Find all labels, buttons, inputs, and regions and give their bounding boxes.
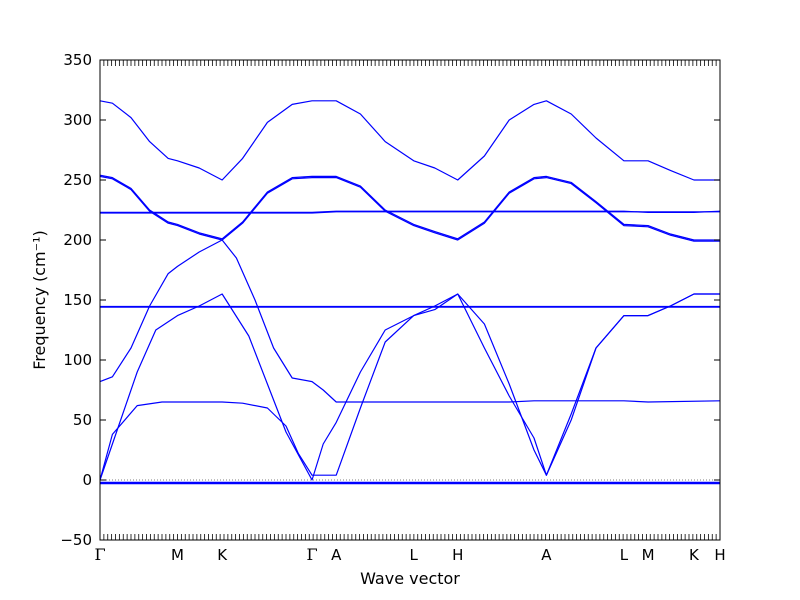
x-tick-label: Γ — [306, 545, 317, 564]
x-tick-label: K — [689, 546, 700, 564]
x-tick-label: L — [410, 546, 419, 564]
y-tick-label: 50 — [73, 411, 92, 429]
y-ticks: −50 0 50 100 150 200 250 300 350 — [60, 51, 720, 549]
band-line-3 — [99, 293, 720, 481]
x-tick-label: H — [452, 546, 463, 564]
band-line-10 — [99, 175, 720, 242]
y-axis-title: Frequency (cm⁻¹) — [30, 230, 49, 369]
band-line-8 — [100, 211, 720, 214]
x-tick-label: A — [331, 546, 342, 564]
x-tick-label: Γ — [94, 545, 105, 564]
y-tick-label: 100 — [63, 351, 92, 369]
band-line-9 — [99, 174, 720, 241]
y-tick-label: 350 — [63, 51, 92, 69]
y-tick-label: 200 — [63, 231, 92, 249]
x-tick-label: M — [642, 546, 655, 564]
x-tick-label: L — [620, 546, 629, 564]
band-line-4 — [99, 239, 721, 403]
x-tick-label: A — [541, 546, 552, 564]
x-tick-label: K — [217, 546, 228, 564]
y-tick-label: −50 — [60, 531, 92, 549]
band-line-11 — [99, 100, 720, 181]
plot-frame — [99, 59, 721, 541]
y-tick-label: 150 — [63, 291, 92, 309]
series-layer — [99, 100, 721, 485]
x-axis-title: Wave vector — [360, 569, 460, 588]
y-tick-label: 250 — [63, 171, 92, 189]
y-tick-label: 0 — [82, 471, 92, 489]
y-tick-label: 300 — [63, 111, 92, 129]
x-tick-label: M — [171, 546, 184, 564]
x-tick-label: H — [714, 546, 725, 564]
plot-area — [100, 60, 720, 540]
